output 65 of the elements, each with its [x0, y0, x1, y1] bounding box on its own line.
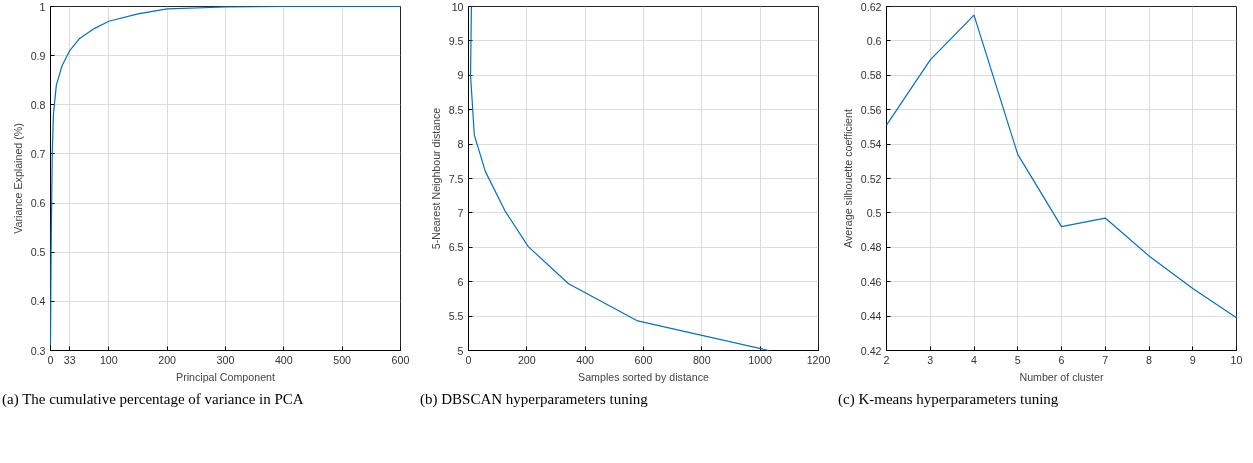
x-tick-label: 600 [634, 353, 653, 366]
x-tick-label: 200 [158, 353, 177, 366]
x-tick-label: 300 [216, 353, 235, 366]
y-tick-label: 0.52 [860, 172, 882, 185]
y-tick-label: 0.46 [860, 275, 882, 288]
x-tick-label: 1200 [806, 353, 831, 366]
x-tick-label: 0 [47, 353, 54, 366]
y-tick-label: 9 [457, 69, 464, 82]
x-tick-label: 500 [333, 353, 352, 366]
y-tick-label: 0.6 [866, 34, 882, 47]
x-tick-label: 5 [1014, 353, 1021, 366]
y-tick-label: 7.5 [448, 172, 464, 185]
x-tick-label: 2 [883, 353, 890, 366]
y-tick-label: 0.5 [30, 246, 46, 259]
line-series [885, 14, 1238, 319]
y-tick-label: 0.58 [860, 69, 882, 82]
y-tick-label: 6.5 [448, 241, 464, 254]
y-tick-label: 0.56 [860, 103, 882, 116]
y-tick-label: 0.42 [860, 344, 882, 357]
x-tick-label: 9 [1189, 353, 1196, 366]
y-tick-label: 8.5 [448, 103, 464, 116]
y-tick-label: 9.5 [448, 34, 464, 47]
y-axis-title: 5-Nearest Neighbour distance [429, 107, 442, 250]
text: (c) K-means hyperparameters tuning [838, 390, 1059, 409]
y-tick-label: 0.3 [30, 344, 46, 357]
x-tick-label: 7 [1102, 353, 1109, 366]
x-tick-label: 400 [274, 353, 293, 366]
y-tick-label: 0.44 [860, 310, 882, 323]
text: (a) The cumulative percentage of variance in PCA [2, 390, 304, 409]
y-axis-title: Variance Explained (%) [11, 123, 24, 234]
x-tick-label: 6 [1058, 353, 1065, 366]
y-tick-label: 5 [457, 344, 464, 357]
x-tick-label: 3 [927, 353, 934, 366]
x-tick-label: 600 [391, 353, 410, 366]
x-tick-label: 400 [576, 353, 595, 366]
text: (b) DBSCAN hyperparameters tuning [420, 390, 648, 409]
x-tick-label: 33 [63, 353, 76, 366]
y-tick-label: 0.9 [30, 49, 46, 62]
y-tick-label: 10 [451, 0, 464, 13]
x-tick-label: 100 [99, 353, 118, 366]
x-tick-label: 10 [1230, 353, 1243, 366]
y-tick-label: 0.8 [30, 98, 46, 111]
y-tick-label: 6 [457, 275, 464, 288]
line-series [49, 5, 402, 347]
y-tick-label: 0.48 [860, 241, 882, 254]
x-axis-title: Number of cluster [1019, 370, 1104, 383]
y-tick-label: 0.54 [860, 138, 882, 151]
y-tick-label: 0.5 [866, 206, 882, 219]
y-axis-title: Average silhouette coefficient [841, 109, 854, 248]
y-tick-label: 0.4 [30, 295, 46, 308]
y-tick-label: 8 [457, 138, 464, 151]
y-tick-label: 0.62 [860, 0, 882, 13]
x-tick-label: 200 [517, 353, 536, 366]
x-tick-label: 800 [692, 353, 711, 366]
y-tick-label: 0.7 [30, 147, 46, 160]
x-tick-label: 1000 [748, 353, 773, 366]
x-tick-label: 8 [1146, 353, 1153, 366]
x-axis-title: Samples sorted by distance [578, 370, 710, 383]
y-tick-label: 5.5 [448, 310, 464, 323]
y-tick-label: 1 [39, 0, 46, 13]
x-tick-label: 0 [465, 353, 472, 366]
y-tick-label: 0.6 [30, 197, 46, 210]
x-tick-label: 4 [971, 353, 978, 366]
y-tick-label: 7 [457, 206, 464, 219]
x-axis-title: Principal Component [176, 370, 275, 383]
